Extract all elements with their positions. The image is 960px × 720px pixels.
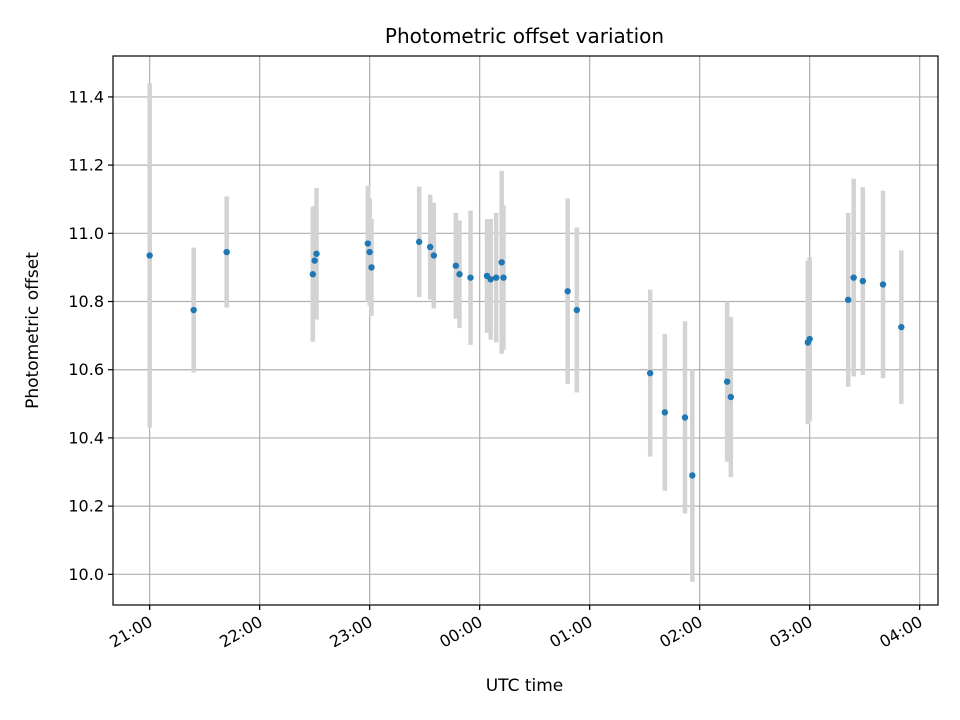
- data-point: [426, 243, 434, 251]
- grid-lines: [113, 56, 938, 605]
- data-point: [366, 248, 373, 256]
- data-point: [492, 274, 500, 281]
- data-point: [498, 259, 505, 266]
- data-point: [646, 369, 654, 377]
- y-axis-title: Photometric offset: [23, 252, 43, 409]
- y-tick-label: 10.2: [68, 497, 104, 516]
- data-point: [681, 414, 689, 421]
- data-point: [661, 409, 669, 416]
- data-point: [311, 257, 318, 264]
- data-point: [564, 288, 571, 295]
- data-point: [190, 306, 197, 314]
- data-point: [859, 277, 867, 285]
- data-points: [146, 238, 905, 479]
- data-point: [309, 271, 317, 278]
- y-tick-label: 11.2: [68, 156, 104, 175]
- y-tick-label: 11.4: [68, 87, 104, 106]
- data-point: [879, 281, 887, 288]
- data-point: [146, 252, 153, 259]
- data-point: [573, 306, 581, 314]
- data-point: [850, 274, 857, 281]
- data-point: [456, 271, 463, 278]
- data-point: [487, 276, 494, 283]
- data-point: [727, 393, 735, 401]
- data-point: [415, 238, 423, 246]
- data-point: [898, 323, 905, 331]
- data-point: [806, 335, 813, 343]
- data-point: [500, 274, 507, 281]
- x-axis-title: UTC time: [486, 676, 564, 696]
- data-point: [223, 248, 230, 256]
- y-tick-label: 10.6: [68, 360, 104, 379]
- data-point: [430, 252, 438, 259]
- chart-title: Photometric offset variation: [385, 24, 664, 48]
- data-point: [364, 240, 372, 247]
- y-axis-ticks: 10.0 10.2 10.4 10.6 10.8 11.0 11.2 11.4: [68, 87, 113, 584]
- y-tick-label: 10.0: [68, 565, 104, 584]
- y-tick-label: 11.0: [68, 224, 104, 243]
- plot-frame: [112, 55, 939, 606]
- y-tick-label: 10.8: [68, 292, 104, 311]
- data-point: [368, 264, 375, 271]
- data-point: [844, 296, 852, 304]
- data-point: [467, 274, 474, 281]
- y-tick-label: 10.4: [68, 428, 104, 447]
- data-point: [689, 472, 696, 479]
- data-point: [452, 262, 460, 269]
- data-point: [723, 378, 731, 385]
- data-point: [313, 250, 320, 257]
